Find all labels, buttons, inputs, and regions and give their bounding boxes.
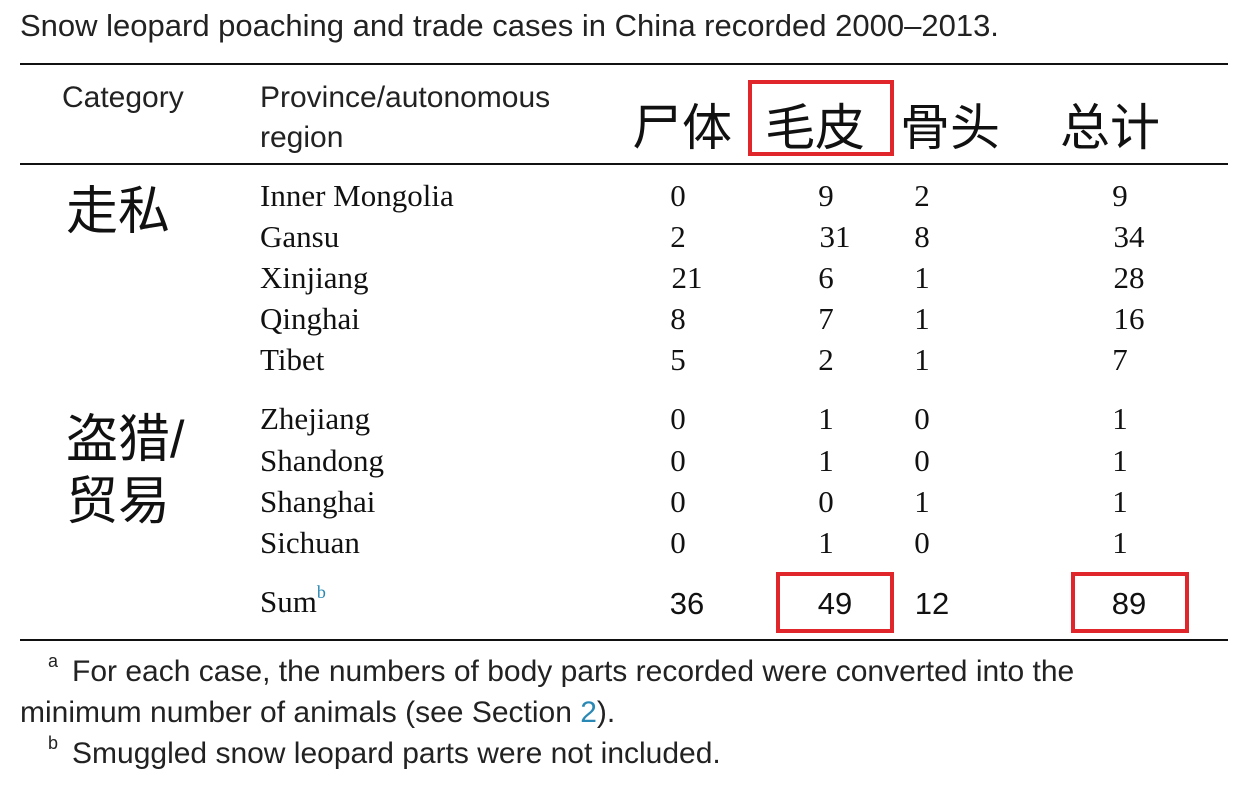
header-province: Province/autonomous region: [260, 81, 551, 154]
footnote-b-text: Smuggled snow leopard parts were not inc…: [72, 737, 721, 770]
bone-cell: 0: [914, 525, 930, 560]
province-cell: Gansu: [260, 219, 340, 254]
table-caption: Snow leopard poaching and trade cases in…: [20, 8, 999, 43]
pelt-cell: 1: [818, 525, 834, 560]
pelt-cell: 6: [818, 260, 834, 295]
pelt-cell: 1: [818, 401, 834, 436]
category-poaching-line1: 盗猎/: [66, 411, 185, 469]
pelt-cell: 9: [818, 178, 834, 213]
highlight-box-pelt-sum: [776, 572, 894, 633]
bottom-rule: [20, 639, 1228, 641]
province-cell: Inner Mongolia: [260, 178, 454, 213]
footnote-a-line2: minimum number of animals (see Section 2…: [20, 696, 615, 730]
carcass-cell: 0: [670, 484, 686, 519]
carcass-cell: 8: [670, 301, 686, 336]
total-cell: 1: [1112, 484, 1128, 519]
total-cell: 28: [1113, 260, 1145, 295]
carcass-cell: 2: [670, 219, 686, 254]
header-rule: [20, 163, 1228, 165]
sum-bone: 12: [914, 586, 950, 621]
footnote-a-text-2b: ).: [596, 696, 616, 729]
total-cell: 16: [1113, 301, 1145, 336]
total-cell: 9: [1112, 178, 1128, 213]
footnote-a-text-2a: minimum number of animals (see Section: [20, 696, 581, 729]
province-cell: Sichuan: [260, 525, 360, 560]
bone-cell: 1: [914, 484, 930, 519]
bone-cell: 8: [914, 219, 930, 254]
footnote-b-marker: b: [48, 733, 59, 753]
category-poaching-line2: 贸易: [66, 473, 171, 531]
sum-label-text: Sum: [260, 584, 317, 619]
header-total: 总计: [1060, 100, 1160, 156]
highlight-box-total-sum: [1071, 572, 1189, 633]
carcass-cell: 21: [671, 260, 703, 295]
header-pelt: 毛皮: [765, 100, 865, 156]
province-cell: Xinjiang: [260, 260, 369, 295]
province-cell: Shanghai: [260, 484, 376, 519]
sum-carcass: 36: [669, 586, 705, 621]
total-cell: 34: [1113, 219, 1145, 254]
section-link[interactable]: 2: [580, 696, 597, 729]
province-cell: Shandong: [260, 443, 384, 478]
province-cell: Tibet: [260, 342, 325, 377]
pelt-cell: 2: [818, 342, 834, 377]
highlight-box-pelt-header: [748, 80, 894, 156]
pelt-cell: 31: [819, 219, 851, 254]
carcass-cell: 0: [670, 401, 686, 436]
total-cell: 1: [1112, 525, 1128, 560]
province-cell: Zhejiang: [260, 401, 371, 436]
bone-cell: 0: [914, 443, 930, 478]
header-carcass: 尸体: [632, 100, 732, 156]
total-cell: 7: [1112, 342, 1128, 377]
footnote-b-line: b Smuggled snow leopard parts were not in…: [20, 733, 721, 771]
pelt-cell: 0: [818, 484, 834, 519]
total-cell: 1: [1112, 443, 1128, 478]
bone-cell: 1: [914, 301, 930, 336]
bone-cell: 1: [914, 342, 930, 377]
bone-cell: 0: [914, 401, 930, 436]
carcass-cell: 0: [670, 443, 686, 478]
total-cell: 1: [1112, 401, 1128, 436]
bone-cell: 2: [914, 178, 930, 213]
header-bone: 骨头: [900, 100, 1000, 156]
bone-cell: 1: [914, 260, 930, 295]
footnote-a-marker: a: [48, 651, 59, 671]
carcass-cell: 0: [670, 178, 686, 213]
footnote-a-text-1: For each case, the numbers of body parts…: [72, 655, 1075, 688]
sum-total: 89: [1111, 586, 1147, 621]
footnote-a-line1: a For each case, the numbers of body part…: [20, 651, 1228, 689]
province-cell: Qinghai: [260, 301, 360, 336]
sum-pelt: 49: [817, 586, 853, 621]
pelt-cell: 7: [818, 301, 834, 336]
sum-label: Sumb: [260, 582, 326, 620]
category-smuggling: 走私: [66, 183, 171, 241]
header-category: Category: [62, 81, 184, 114]
pelt-cell: 1: [818, 443, 834, 478]
top-rule: [20, 63, 1228, 65]
carcass-cell: 5: [670, 342, 686, 377]
carcass-cell: 0: [670, 525, 686, 560]
footnote-ref-b[interactable]: b: [316, 582, 326, 602]
